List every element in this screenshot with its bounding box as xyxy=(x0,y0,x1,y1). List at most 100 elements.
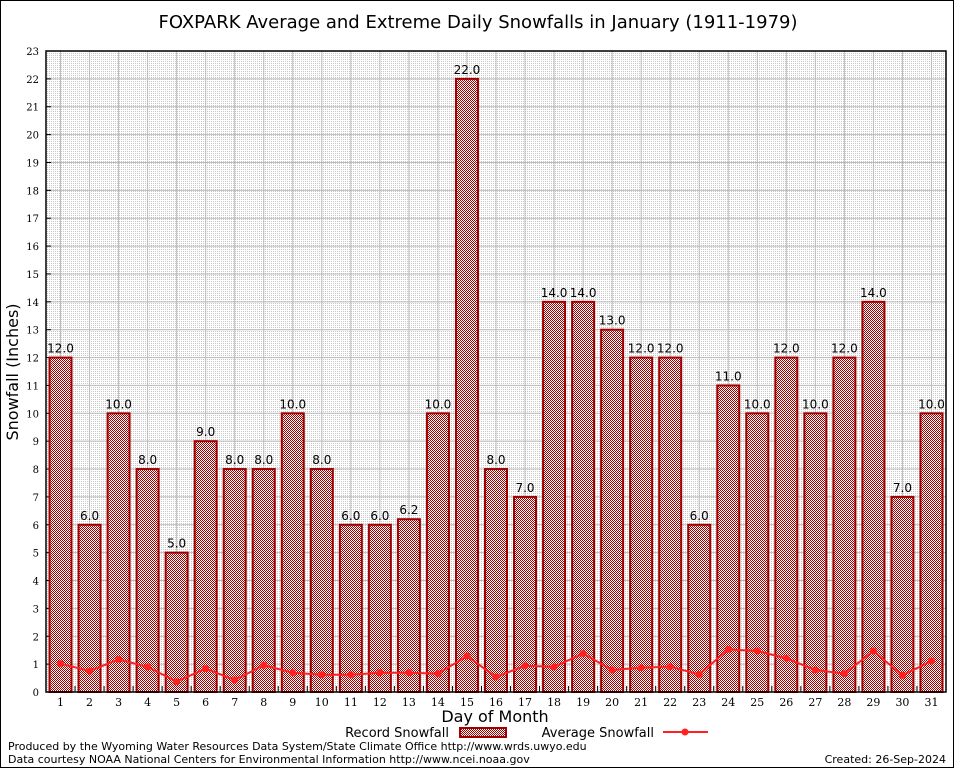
average-point-day-10 xyxy=(318,671,326,679)
y-tick-label: 12 xyxy=(26,354,39,365)
average-point-day-6 xyxy=(202,665,210,673)
average-point-day-3 xyxy=(115,655,123,663)
bar-day-1 xyxy=(48,356,73,693)
y-tick-label: 5 xyxy=(33,549,39,560)
average-point-day-4 xyxy=(144,663,152,671)
x-tick-label: 1 xyxy=(57,696,64,709)
bar-day-16 xyxy=(484,468,508,694)
x-tick-label: 28 xyxy=(837,696,851,709)
average-point-day-24 xyxy=(724,645,732,653)
chart-title: FOXPARK Average and Extreme Daily Snowfa… xyxy=(158,12,797,33)
bar-day-20 xyxy=(600,328,625,693)
y-tick-label: 3 xyxy=(33,604,39,615)
average-point-day-16 xyxy=(492,673,500,681)
bar-day-3 xyxy=(106,412,131,693)
legend-marker-average xyxy=(681,728,689,736)
average-point-day-9 xyxy=(289,669,297,677)
bar-data-label: 5.0 xyxy=(167,537,186,551)
x-tick-label: 12 xyxy=(373,696,387,709)
y-tick-label: 1 xyxy=(33,660,39,671)
x-tick-label: 24 xyxy=(721,696,735,709)
average-point-day-12 xyxy=(376,669,384,677)
x-tick-label: 18 xyxy=(547,696,561,709)
bar-day-6 xyxy=(193,440,218,693)
legend: Record Snowfall Average Snowfall xyxy=(345,726,708,741)
y-tick-label: 9 xyxy=(33,437,39,448)
footer-created: Created: 26-Sep-2024 xyxy=(824,753,946,766)
y-tick-label: 13 xyxy=(26,326,39,337)
bar-data-label: 22.0 xyxy=(454,63,481,77)
bar-day-29 xyxy=(861,300,886,693)
y-tick-label: 0 xyxy=(33,688,39,699)
x-tick-label: 6 xyxy=(202,696,209,709)
average-point-day-15 xyxy=(463,652,471,660)
bar-day-30 xyxy=(890,495,915,694)
x-tick-label: 19 xyxy=(576,696,590,709)
legend-swatch-record xyxy=(459,727,507,738)
average-point-day-13 xyxy=(405,669,413,677)
x-tick-label: 27 xyxy=(808,696,822,709)
bar-data-label: 8.0 xyxy=(254,453,273,467)
bar-data-label: 10.0 xyxy=(279,397,306,411)
bar-data-label: 10.0 xyxy=(425,397,452,411)
average-point-day-19 xyxy=(579,650,587,658)
average-point-day-8 xyxy=(260,661,268,669)
bar-day-5 xyxy=(164,551,189,693)
bar-data-label: 11.0 xyxy=(715,369,742,383)
bar-data-label: 14.0 xyxy=(860,286,887,300)
bar-data-label: 6.0 xyxy=(370,509,389,523)
bar-data-label: 6.0 xyxy=(80,509,99,523)
legend-label-average: Average Snowfall xyxy=(542,726,654,741)
bar-data-label: 12.0 xyxy=(831,342,858,356)
average-point-day-25 xyxy=(753,647,761,655)
y-tick-label: 7 xyxy=(33,493,39,504)
x-tick-label: 16 xyxy=(489,696,503,709)
bar-day-10 xyxy=(309,468,334,694)
x-tick-label: 9 xyxy=(289,696,296,709)
x-tick-label: 5 xyxy=(173,696,180,709)
bar-data-label: 8.0 xyxy=(138,453,157,467)
bar-day-9 xyxy=(280,412,305,693)
bar-day-8 xyxy=(251,468,276,694)
x-tick-label: 29 xyxy=(866,696,880,709)
x-tick-label: 8 xyxy=(260,696,267,709)
y-tick-label: 2 xyxy=(33,632,39,643)
average-point-day-17 xyxy=(521,662,529,670)
bar-data-label: 8.0 xyxy=(486,453,505,467)
y-tick-label: 6 xyxy=(33,521,39,532)
bar-data-label: 12.0 xyxy=(47,342,74,356)
x-tick-label: 30 xyxy=(895,696,909,709)
x-tick-label: 26 xyxy=(779,696,793,709)
x-tick-label: 7 xyxy=(231,696,238,709)
bar-data-label: 10.0 xyxy=(918,397,945,411)
average-point-day-11 xyxy=(347,671,355,679)
bar-day-26 xyxy=(774,356,799,693)
bar-data-label: 12.0 xyxy=(657,342,684,356)
bar-day-4 xyxy=(135,468,160,694)
average-point-day-27 xyxy=(811,666,819,674)
average-point-day-5 xyxy=(173,678,181,686)
y-tick-label: 21 xyxy=(26,103,39,114)
y-tick-label: 22 xyxy=(26,75,39,86)
bar-day-12 xyxy=(367,523,392,693)
y-tick-label: 20 xyxy=(26,131,39,142)
x-tick-label: 23 xyxy=(692,696,706,709)
bar-data-label: 14.0 xyxy=(541,286,568,300)
x-tick-label: 21 xyxy=(634,696,648,709)
average-point-day-2 xyxy=(86,667,94,675)
y-tick-label: 14 xyxy=(26,298,39,309)
average-point-day-30 xyxy=(898,671,906,679)
bar-day-11 xyxy=(338,523,363,693)
bar-data-label: 14.0 xyxy=(570,286,597,300)
bar-day-21 xyxy=(629,356,654,693)
y-tick-label: 16 xyxy=(26,242,39,253)
bar-day-15 xyxy=(454,77,479,693)
bar-data-label: 8.0 xyxy=(225,453,244,467)
bar-day-13 xyxy=(396,518,421,693)
bar-data-label: 7.0 xyxy=(515,481,534,495)
y-tick-label: 19 xyxy=(26,158,39,169)
x-tick-label: 17 xyxy=(518,696,532,709)
y-tick-label: 18 xyxy=(26,186,39,197)
x-tick-label: 10 xyxy=(315,696,329,709)
x-tick-label: 13 xyxy=(402,696,416,709)
